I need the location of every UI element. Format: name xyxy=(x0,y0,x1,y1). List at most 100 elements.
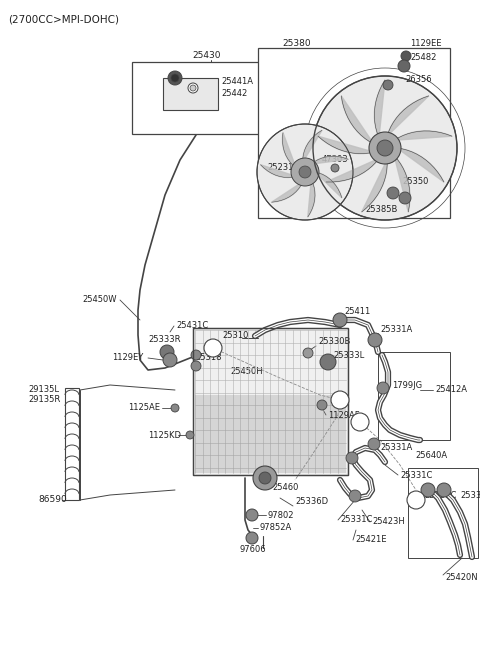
Text: 1125KD: 1125KD xyxy=(148,430,181,439)
Circle shape xyxy=(257,124,353,220)
Polygon shape xyxy=(283,133,296,167)
Text: (2700CC>MPI-DOHC): (2700CC>MPI-DOHC) xyxy=(8,14,119,24)
Bar xyxy=(275,60,440,208)
Polygon shape xyxy=(341,96,374,144)
Polygon shape xyxy=(315,172,342,198)
Circle shape xyxy=(351,413,369,431)
Circle shape xyxy=(437,483,451,497)
Circle shape xyxy=(253,466,277,490)
Circle shape xyxy=(171,404,179,412)
Text: 25333R: 25333R xyxy=(148,336,180,345)
Text: 25442: 25442 xyxy=(221,88,247,97)
Bar xyxy=(408,468,478,558)
Text: 25330B: 25330B xyxy=(318,337,350,347)
Circle shape xyxy=(299,166,311,178)
Circle shape xyxy=(191,350,201,360)
Text: 97802: 97802 xyxy=(268,511,295,519)
Bar xyxy=(163,78,218,110)
Text: 1129AF: 1129AF xyxy=(328,411,360,419)
Circle shape xyxy=(398,60,410,72)
Circle shape xyxy=(186,431,194,439)
Circle shape xyxy=(399,192,411,204)
Circle shape xyxy=(377,140,393,156)
Circle shape xyxy=(346,452,358,464)
Text: 25380: 25380 xyxy=(282,39,311,48)
Polygon shape xyxy=(397,148,444,182)
Circle shape xyxy=(407,491,425,509)
Circle shape xyxy=(188,83,198,93)
Circle shape xyxy=(317,400,327,410)
Circle shape xyxy=(313,76,457,220)
Text: 25430: 25430 xyxy=(192,52,220,61)
Circle shape xyxy=(259,472,271,484)
Circle shape xyxy=(368,438,380,450)
Text: 25420N: 25420N xyxy=(445,574,478,583)
Text: 1799JG: 1799JG xyxy=(392,381,422,390)
Polygon shape xyxy=(193,328,348,475)
Circle shape xyxy=(204,339,222,357)
Text: 29135R: 29135R xyxy=(28,396,60,405)
Text: 25460: 25460 xyxy=(272,483,299,492)
Text: 25310: 25310 xyxy=(222,330,248,339)
Text: 25331C: 25331C xyxy=(340,515,372,525)
Polygon shape xyxy=(195,395,346,473)
Circle shape xyxy=(246,532,258,544)
Text: 25336D: 25336D xyxy=(295,498,328,506)
Text: 29135L: 29135L xyxy=(28,385,59,394)
Circle shape xyxy=(190,85,196,91)
Circle shape xyxy=(191,361,201,371)
Circle shape xyxy=(383,80,393,90)
Circle shape xyxy=(401,51,411,61)
Polygon shape xyxy=(326,158,379,182)
Bar xyxy=(65,388,79,500)
Text: 25331A: 25331A xyxy=(380,326,412,334)
Polygon shape xyxy=(303,130,322,162)
Circle shape xyxy=(171,74,179,82)
Polygon shape xyxy=(311,156,348,164)
Text: 25450H: 25450H xyxy=(230,368,263,377)
Text: 86590: 86590 xyxy=(38,496,67,504)
Polygon shape xyxy=(394,131,452,141)
Polygon shape xyxy=(387,96,429,136)
Text: 47303: 47303 xyxy=(322,156,348,165)
Text: 1125AE: 1125AE xyxy=(128,404,160,413)
Text: 25450W: 25450W xyxy=(82,296,117,305)
Polygon shape xyxy=(261,165,296,177)
Text: A: A xyxy=(210,343,216,353)
Circle shape xyxy=(163,353,177,367)
Circle shape xyxy=(369,132,401,164)
Circle shape xyxy=(331,164,339,172)
Text: 25318: 25318 xyxy=(195,354,221,362)
Bar xyxy=(132,62,260,134)
Polygon shape xyxy=(272,182,303,202)
Text: 97606: 97606 xyxy=(240,545,266,555)
Circle shape xyxy=(368,333,382,347)
Circle shape xyxy=(333,313,347,327)
Text: 25431C: 25431C xyxy=(176,322,208,330)
Text: 25350: 25350 xyxy=(402,177,428,186)
Text: 25412A: 25412A xyxy=(435,385,467,394)
Text: 25640A: 25640A xyxy=(415,451,447,460)
Polygon shape xyxy=(308,180,315,217)
Polygon shape xyxy=(362,160,387,212)
Text: 25482: 25482 xyxy=(410,54,436,63)
Text: 25411: 25411 xyxy=(344,307,370,317)
Text: 25331C: 25331C xyxy=(460,490,480,500)
Circle shape xyxy=(291,158,319,186)
Circle shape xyxy=(303,348,313,358)
Text: 1129EY: 1129EY xyxy=(112,353,143,362)
Text: A: A xyxy=(337,396,343,405)
Polygon shape xyxy=(374,80,385,137)
Text: 25331C: 25331C xyxy=(400,470,432,479)
Circle shape xyxy=(349,490,361,502)
Text: 25385B: 25385B xyxy=(365,205,397,215)
Text: 25421E: 25421E xyxy=(355,536,386,545)
Text: 1129EE: 1129EE xyxy=(410,39,442,48)
Circle shape xyxy=(421,483,435,497)
Circle shape xyxy=(331,391,349,409)
Circle shape xyxy=(377,382,389,394)
Bar xyxy=(258,48,450,218)
Text: B: B xyxy=(413,496,419,504)
Text: 25331C: 25331C xyxy=(424,490,456,500)
Text: 26356: 26356 xyxy=(405,75,432,84)
